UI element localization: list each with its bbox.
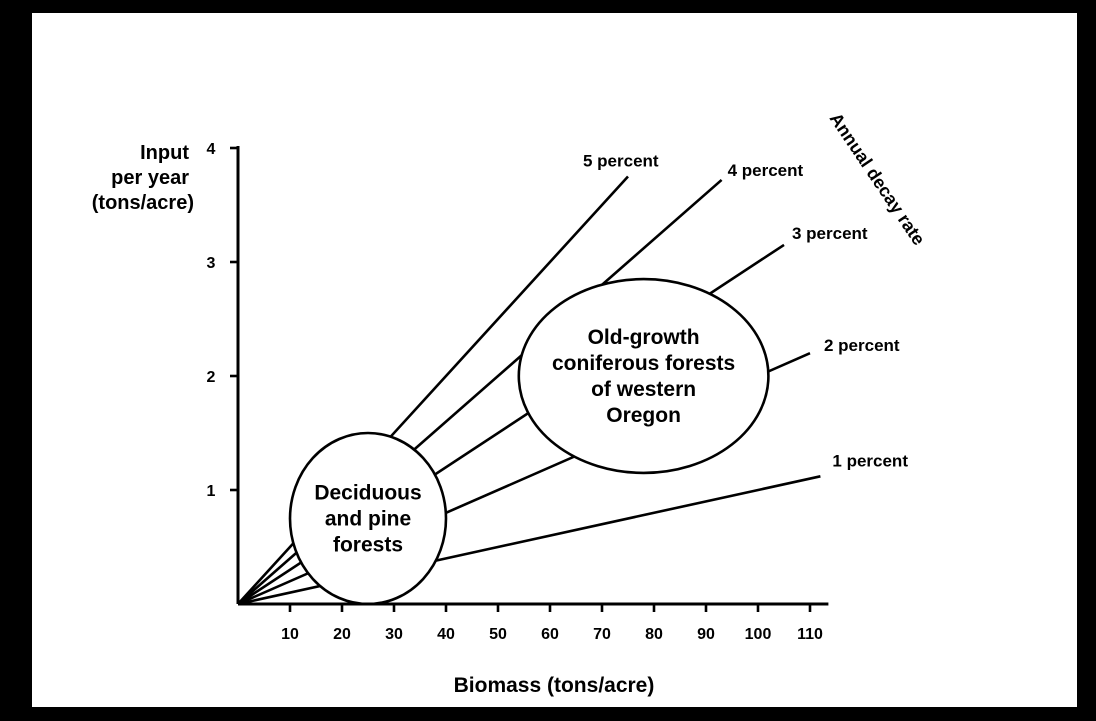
x-tick-label: 90 [697,626,715,643]
y-axis-label: per year [111,167,189,189]
region-label: Deciduous [314,482,421,505]
series-label: 3 percent [792,224,868,243]
x-tick-label: 70 [593,626,611,643]
x-tick-label: 60 [541,626,559,643]
x-tick-label: 30 [385,626,403,643]
x-tick-label: 20 [333,626,351,643]
y-tick-label: 1 [207,483,216,500]
region-label: Oregon [606,404,681,427]
y-tick-label: 2 [207,369,216,386]
series-label: 4 percent [728,161,804,180]
region-label: coniferous forests [552,352,735,375]
region-ellipse [517,277,770,475]
region-label: Old-growth [588,326,700,349]
x-tick-label: 40 [437,626,455,643]
region-label: and pine [325,508,411,531]
x-tick-label: 110 [797,626,823,643]
x-tick-label: 10 [281,626,299,643]
x-tick-label: 100 [745,626,772,643]
series-label: 5 percent [583,152,659,171]
x-tick-label: 50 [489,626,507,643]
y-axis-label: Input [140,142,189,164]
x-tick-label: 80 [645,626,663,643]
region-label: forests [333,534,403,557]
y-tick-label: 3 [207,255,216,272]
x-axis-label: Biomass (tons/acre) [454,674,655,697]
y-axis-label: (tons/acre) [92,192,194,214]
region-label: of western [591,378,696,401]
series-label: 1 percent [832,451,908,470]
y-tick-label: 4 [207,141,216,158]
series-label: 2 percent [824,336,900,355]
